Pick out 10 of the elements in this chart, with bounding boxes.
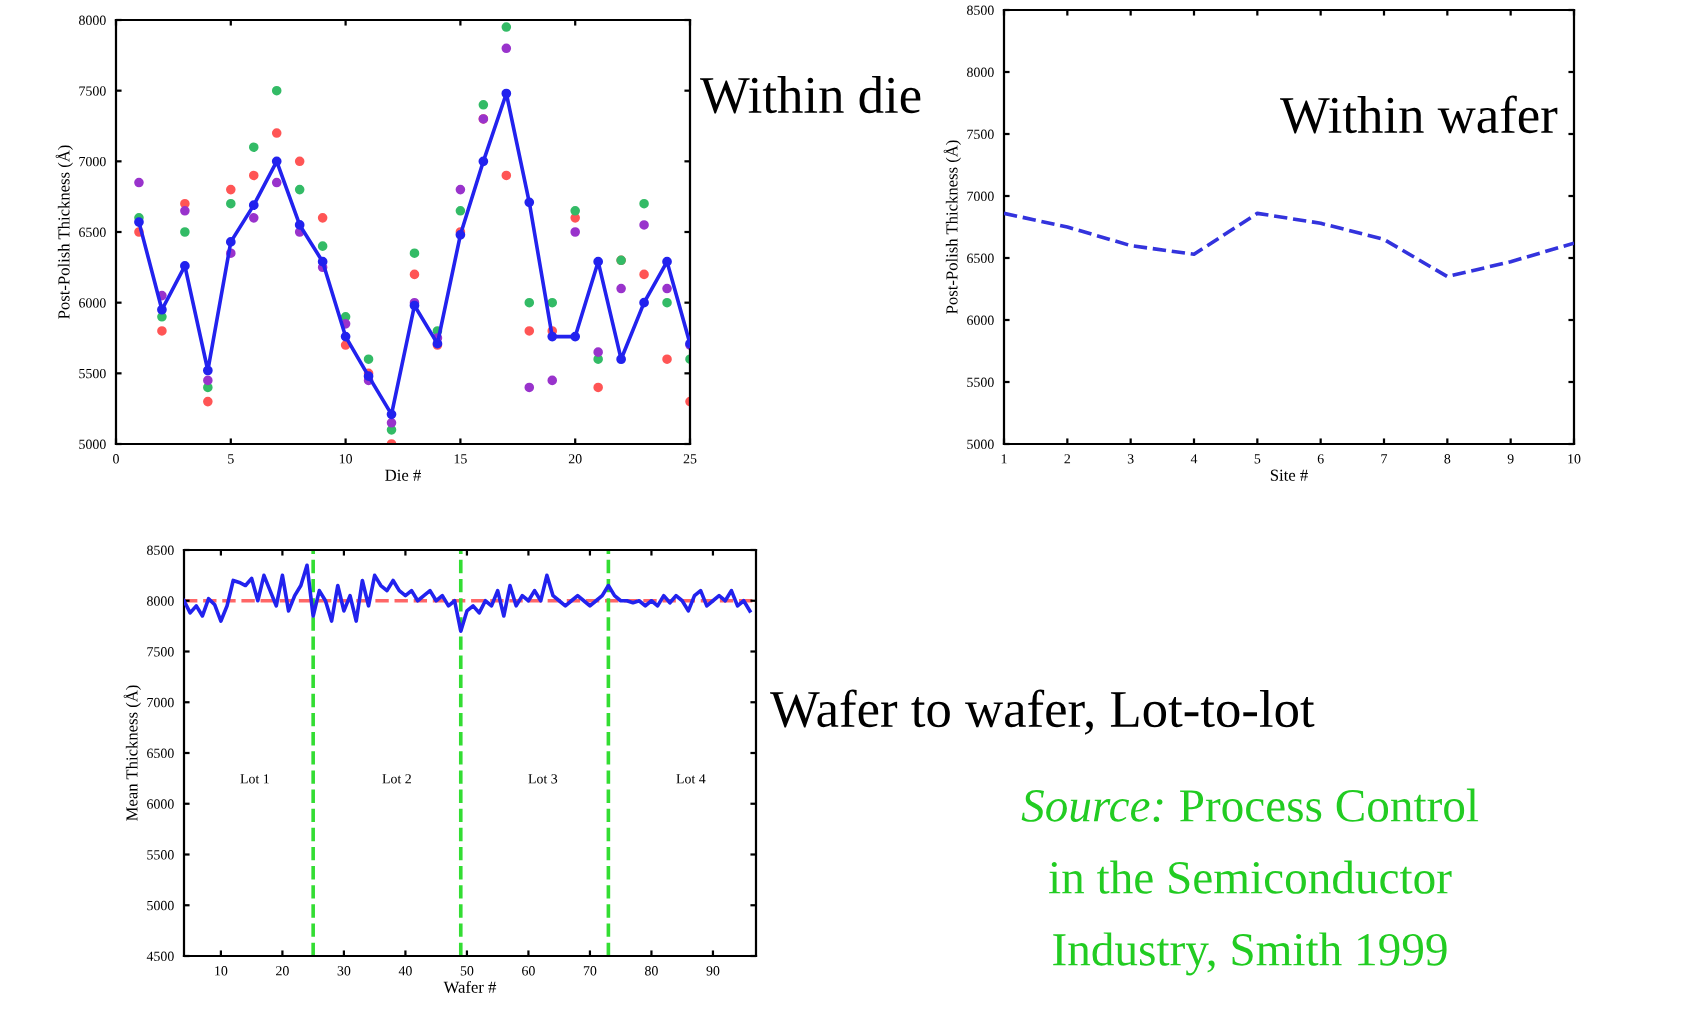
source-note: Source: Process Control in the Semiconductor Industry, Smith 1999 xyxy=(1021,788,1479,976)
y-axis-title: Post-Polish Thickness (Å) xyxy=(55,145,73,319)
x-axis-title: Die # xyxy=(385,469,421,481)
x-axis-title: Wafer # xyxy=(443,980,497,993)
x-axis-title: Site # xyxy=(1270,469,1308,481)
y-axis-title: Post-Polish Thickness (Å) xyxy=(943,140,961,314)
annotation: Within wafer xyxy=(1280,95,1558,134)
text: Within die xyxy=(700,76,921,114)
y-axis-title: Mean Thickness (Å) xyxy=(123,685,141,821)
text: Wafer to wafer, Lot-to-lot xyxy=(770,689,1315,735)
